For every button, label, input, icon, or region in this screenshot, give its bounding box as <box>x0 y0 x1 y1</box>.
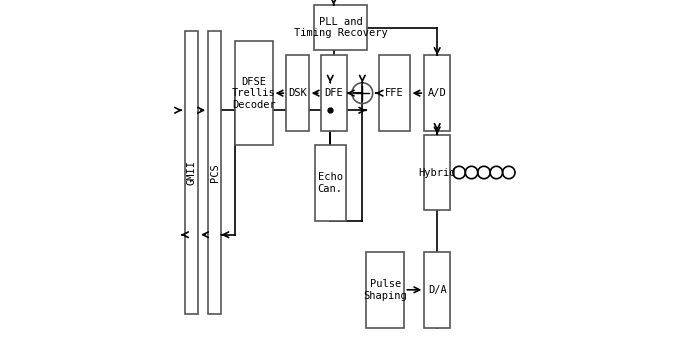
Text: DSK: DSK <box>288 88 307 98</box>
Text: FFE: FFE <box>385 88 404 98</box>
FancyBboxPatch shape <box>286 55 309 131</box>
Text: PLL and
Timing Recovery: PLL and Timing Recovery <box>294 17 388 38</box>
FancyBboxPatch shape <box>208 31 221 314</box>
FancyBboxPatch shape <box>379 55 409 131</box>
Text: DFE: DFE <box>325 88 343 98</box>
Text: PCS: PCS <box>210 163 220 182</box>
FancyBboxPatch shape <box>424 252 450 328</box>
Text: A/D: A/D <box>428 88 447 98</box>
FancyBboxPatch shape <box>321 55 347 131</box>
FancyBboxPatch shape <box>235 41 272 145</box>
FancyBboxPatch shape <box>424 135 450 210</box>
FancyBboxPatch shape <box>366 252 404 328</box>
FancyBboxPatch shape <box>314 5 368 50</box>
FancyBboxPatch shape <box>424 55 450 131</box>
Text: GMII: GMII <box>186 160 197 185</box>
FancyBboxPatch shape <box>185 31 198 314</box>
Text: DFSE
Trellis
Decoder: DFSE Trellis Decoder <box>232 77 275 110</box>
Text: D/A: D/A <box>428 285 447 295</box>
Text: Echo
Can.: Echo Can. <box>318 172 343 194</box>
Text: Hybrid: Hybrid <box>418 168 456 177</box>
FancyBboxPatch shape <box>315 145 346 221</box>
Text: Pulse
Shaping: Pulse Shaping <box>363 279 407 300</box>
